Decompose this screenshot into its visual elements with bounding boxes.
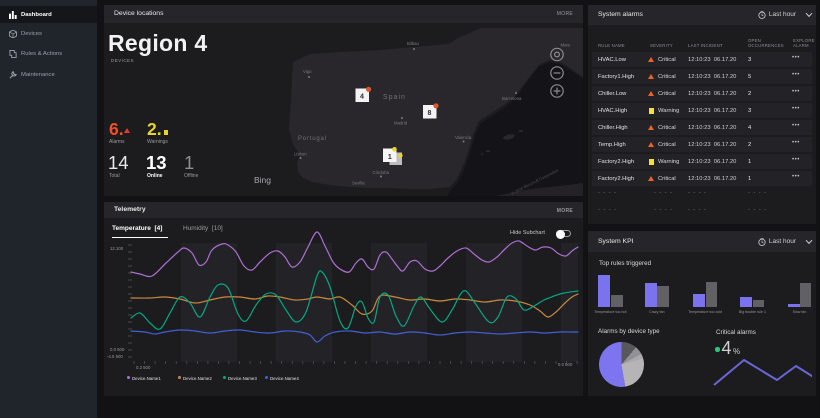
- svg-text:Lisbon: Lisbon: [294, 152, 307, 157]
- svg-text:0.0 500: 0.0 500: [558, 362, 573, 367]
- svg-text:Vigo: Vigo: [303, 69, 312, 74]
- svg-text:8: 8: [428, 110, 432, 117]
- svg-text:Portugal: Portugal: [298, 136, 327, 142]
- svg-text:Bilbao: Bilbao: [407, 41, 420, 46]
- svg-text:Mars: Mars: [561, 43, 571, 48]
- svg-text:0.0 500: 0.0 500: [110, 347, 125, 352]
- svg-text:1: 1: [388, 154, 392, 161]
- svg-text:0.2 500: 0.2 500: [136, 365, 151, 370]
- svg-text:Sevilla: Sevilla: [352, 181, 365, 186]
- svg-text:12.100: 12.100: [110, 246, 124, 251]
- svg-text:Madrid: Madrid: [394, 121, 408, 126]
- svg-text:Valencia: Valencia: [455, 135, 472, 140]
- svg-text:4: 4: [360, 94, 364, 101]
- svg-text:Córdoba: Córdoba: [373, 170, 390, 175]
- svg-text:-4.5 500: -4.5 500: [107, 354, 123, 359]
- svg-text:Spain: Spain: [383, 94, 406, 101]
- svg-text:Barcelona: Barcelona: [502, 96, 522, 101]
